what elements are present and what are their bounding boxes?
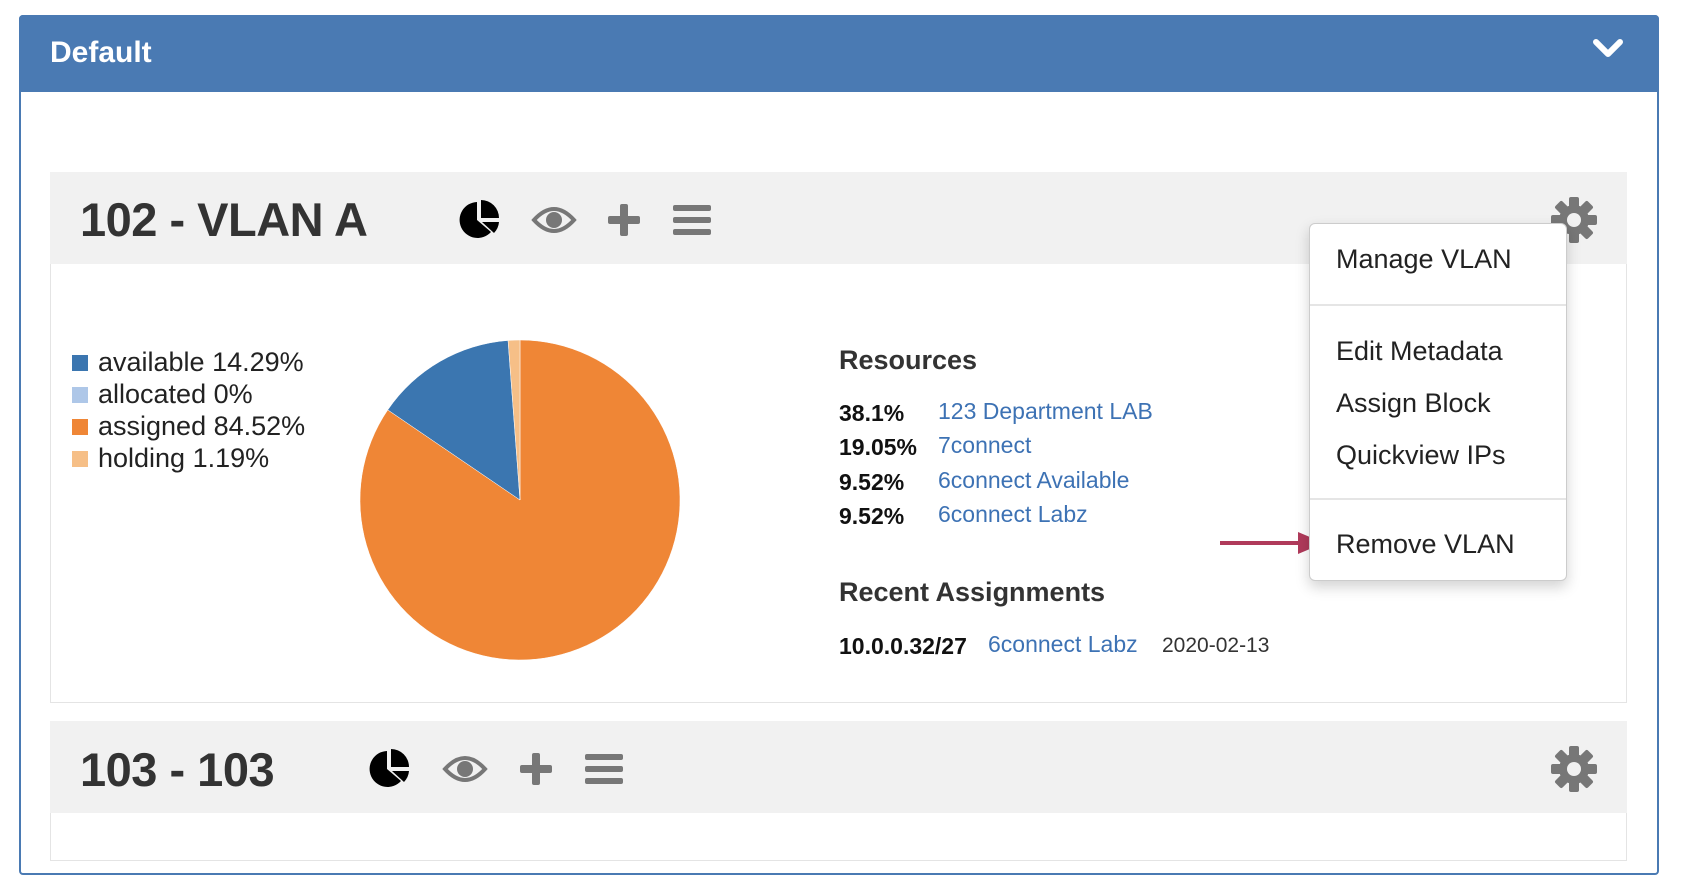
chevron-down-icon[interactable] bbox=[1592, 38, 1624, 60]
vlan-title: 103 - 103 bbox=[80, 743, 275, 796]
resource-pct: 9.52% bbox=[839, 469, 905, 495]
resource-link[interactable]: 123 Department LAB bbox=[938, 398, 1153, 424]
legend-item-allocated: allocated 0% bbox=[72, 379, 253, 410]
menu-item-manage-vlan[interactable]: Manage VLAN bbox=[1336, 244, 1512, 274]
menu-divider bbox=[1310, 304, 1566, 306]
plus-icon[interactable] bbox=[518, 751, 554, 787]
pie-chart-icon[interactable] bbox=[457, 198, 501, 242]
resource-pct: 9.52% bbox=[839, 503, 905, 529]
resource-link[interactable]: 7connect bbox=[938, 432, 1032, 458]
resource-link[interactable]: 6connect Available bbox=[938, 467, 1130, 493]
default-panel-header[interactable] bbox=[19, 15, 1659, 92]
resource-pct: 19.05% bbox=[839, 434, 918, 460]
menu-item-edit-metadata[interactable]: Edit Metadata bbox=[1336, 336, 1503, 366]
resources-heading: Resources bbox=[839, 345, 978, 375]
bars-icon[interactable] bbox=[672, 203, 712, 237]
vlan-card-header bbox=[50, 721, 1627, 813]
assignment-block: 10.0.0.32/27 bbox=[839, 633, 967, 659]
legend-swatch bbox=[72, 386, 88, 403]
legend-swatch bbox=[72, 450, 88, 467]
legend-label: assigned 84.52% bbox=[98, 411, 306, 441]
legend-item-holding: holding 1.19% bbox=[72, 443, 269, 474]
menu-item-assign-block[interactable]: Assign Block bbox=[1336, 388, 1491, 418]
plus-icon[interactable] bbox=[606, 202, 642, 238]
gear-icon[interactable] bbox=[1550, 745, 1598, 793]
recent-assignments-heading: Recent Assignments bbox=[839, 577, 1106, 607]
eye-icon[interactable] bbox=[442, 753, 488, 785]
assignment-date: 2020-02-13 bbox=[1162, 634, 1270, 657]
vlan-title: 102 - VLAN A bbox=[80, 193, 368, 246]
legend-item-assigned: assigned 84.52% bbox=[72, 411, 305, 442]
legend-label: holding 1.19% bbox=[98, 443, 270, 473]
legend-label: available 14.29% bbox=[98, 347, 304, 377]
pie-chart bbox=[359, 339, 681, 661]
pie-slice-holding bbox=[507, 339, 521, 501]
pie-slice-available bbox=[387, 340, 521, 501]
resource-link[interactable]: 6connect Labz bbox=[938, 501, 1088, 527]
eye-icon[interactable] bbox=[531, 204, 577, 236]
menu-divider bbox=[1310, 498, 1566, 500]
menu-item-remove-vlan[interactable]: Remove VLAN bbox=[1336, 529, 1515, 559]
legend-swatch bbox=[72, 418, 88, 435]
legend-swatch bbox=[72, 354, 88, 371]
legend-item-available: available 14.29% bbox=[72, 347, 304, 378]
assignment-link[interactable]: 6connect Labz bbox=[988, 631, 1138, 657]
bars-icon[interactable] bbox=[584, 752, 624, 786]
vlan-actions-menu: Manage VLAN Edit Metadata Assign Block Q… bbox=[1309, 223, 1567, 581]
panel-title: Default bbox=[50, 36, 152, 69]
pie-chart-icon[interactable] bbox=[367, 747, 411, 791]
menu-item-quickview-ips[interactable]: Quickview IPs bbox=[1336, 440, 1506, 470]
resource-pct: 38.1% bbox=[839, 400, 905, 426]
legend-label: allocated 0% bbox=[98, 379, 253, 409]
